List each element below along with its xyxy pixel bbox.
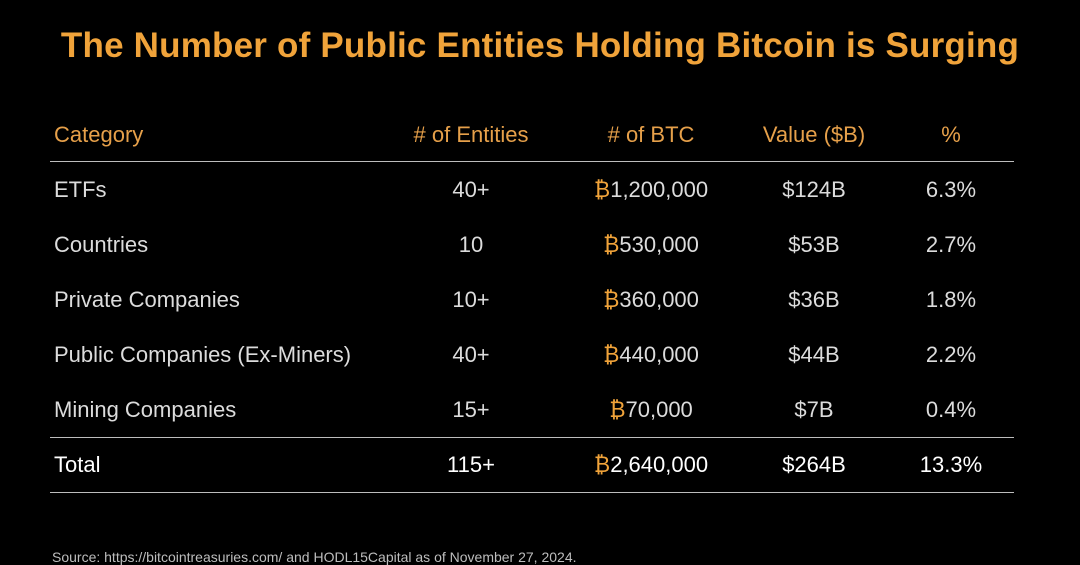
cell-value: $7B [794, 396, 834, 422]
table-row: ETFs 40+ ₿1,200,000 $124B 6.3% [50, 162, 1014, 218]
cell-entities: 15+ [452, 396, 490, 422]
bitcoin-symbol-icon: ₿ [603, 286, 620, 312]
cell-value: $53B [788, 231, 840, 257]
total-percent: 13.3% [888, 437, 1014, 493]
cell-category: Countries [54, 231, 149, 257]
cell-category: Public Companies (Ex-Miners) [54, 341, 352, 367]
cell-entities: 10 [458, 231, 484, 257]
cell-percent: 2.2% [925, 341, 977, 367]
cell-percent: 2.7% [925, 231, 977, 257]
slide-title: The Number of Public Entities Holding Bi… [60, 26, 1020, 65]
cell-btc: ₿360,000 [562, 272, 740, 327]
cell-btc-amount: 70,000 [625, 396, 693, 422]
cell-btc: ₿440,000 [562, 327, 740, 382]
cell-entities: 40+ [452, 341, 490, 367]
cell-category: ETFs [54, 176, 107, 202]
cell-category: Private Companies [54, 286, 240, 312]
cell-btc-amount: 530,000 [619, 231, 699, 257]
cell-btc: ₿1,200,000 [562, 162, 740, 218]
cell-percent: 6.3% [925, 176, 977, 202]
table-row: Mining Companies 15+ ₿70,000 $7B 0.4% [50, 382, 1014, 438]
cell-entities: 10+ [452, 286, 490, 312]
total-btc: ₿2,640,000 [562, 437, 740, 493]
cell-btc-amount: 1,200,000 [610, 176, 709, 202]
cell-value: $44B [788, 341, 840, 367]
table-row: Public Companies (Ex-Miners) 40+ ₿440,00… [50, 327, 1014, 382]
total-label: Total [50, 437, 380, 493]
total-row: Total 115+ ₿2,640,000 $264B 13.3% [50, 437, 1014, 493]
cell-btc: ₿530,000 [562, 217, 740, 272]
bitcoin-symbol-icon: ₿ [593, 176, 611, 202]
bitcoin-symbol-icon: ₿ [603, 231, 620, 257]
cell-entities: 40+ [452, 176, 490, 202]
total-entities: 115+ [380, 437, 562, 493]
header-percent: % [888, 108, 1014, 162]
source-footnote: Source: https://bitcointreasuries.com/ a… [52, 549, 577, 565]
cell-value: $36B [788, 286, 840, 312]
cell-category: Mining Companies [54, 396, 237, 422]
cell-percent: 0.4% [925, 396, 977, 422]
header-btc: # of BTC [562, 108, 740, 162]
cell-value: $124B [782, 176, 846, 202]
table-row: Private Companies 10+ ₿360,000 $36B 1.8% [50, 272, 1014, 327]
bitcoin-symbol-icon: ₿ [593, 452, 611, 477]
header-category: Category [50, 108, 380, 162]
total-value: $264B [740, 437, 888, 493]
bitcoin-symbol-icon: ₿ [609, 396, 626, 422]
bitcoin-symbol-icon: ₿ [603, 341, 620, 367]
total-btc-amount: 2,640,000 [610, 452, 709, 477]
header-entities: # of Entities [380, 108, 562, 162]
table-row: Countries 10 ₿530,000 $53B 2.7% [50, 217, 1014, 272]
cell-btc-amount: 360,000 [619, 286, 699, 312]
header-value: Value ($B) [740, 108, 888, 162]
table-header-row: Category # of Entities # of BTC Value ($… [50, 108, 1014, 162]
cell-btc: ₿70,000 [562, 382, 740, 438]
cell-percent: 1.8% [925, 286, 977, 312]
holdings-table: Category # of Entities # of BTC Value ($… [50, 108, 1014, 493]
cell-btc-amount: 440,000 [619, 341, 699, 367]
